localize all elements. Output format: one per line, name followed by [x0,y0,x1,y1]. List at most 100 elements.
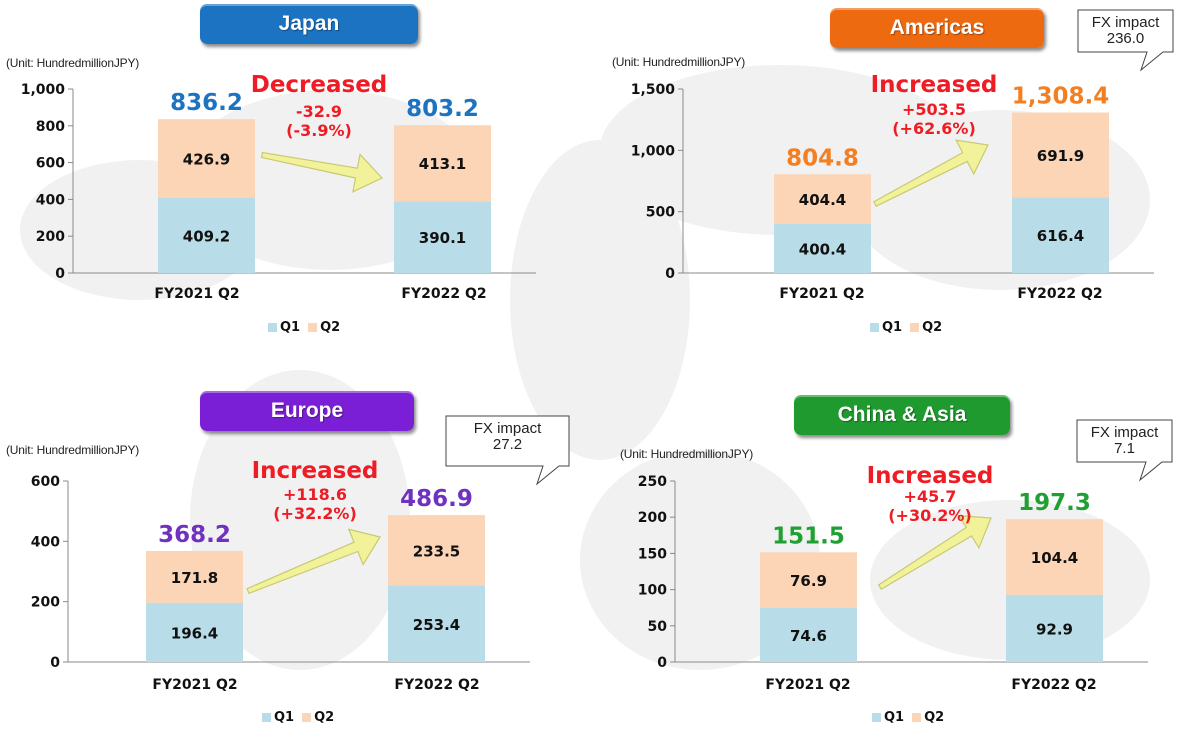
bar-value-label: 616.4 [1037,227,1084,245]
bar-value-label: 104.4 [1031,549,1078,567]
bar-value-label: 691.9 [1037,147,1084,165]
bar-value-label: 171.8 [171,569,218,587]
y-tick-label: 0 [50,655,60,671]
legend-swatch [912,713,922,722]
chart-panel-americas: 0 500 1,000 1,500 400.4 404.4 804.8 FY2021 Q2 61… [596,0,1192,364]
change-amount: +503.5 [901,100,967,119]
fx-impact-label: FX impact [1090,424,1159,441]
y-tick-label: 200 [31,595,60,611]
fx-impact-callout [1077,9,1174,72]
change-amount: -32.9 [295,102,343,121]
bar-total-label: 368.2 [158,522,231,548]
x-category-label: FY2022 Q2 [1011,677,1096,693]
unit-label: (Unit: HundredmillionJPY) [6,443,140,457]
fx-impact-text: FX impact 236.0 [1092,15,1160,47]
chart-svg: 0 200 400 600 196.4 171.8 368.2 FY2021 Q2 253.4 2… [31,415,570,693]
fx-impact-value: 7.1 [1114,440,1135,457]
unit-label: (Unit: HundredmillionJPY) [620,447,754,461]
legend-label: Q2 [314,710,335,725]
legend-item-q2: Q2 [912,710,944,725]
change-direction-label: Increased [870,72,998,98]
region-title-button: China & Asia [794,395,1010,435]
bar-segment-q2 [146,550,243,603]
legend-label: Q1 [274,710,295,725]
legend-label: Q1 [884,710,905,725]
fx-impact-value: 27.2 [492,436,523,453]
chart-svg: 0 50 100 150 200 250 74.6 76.9 151.5 FY2021 Q2 92.… [638,419,1173,693]
bar-segment-q2 [394,125,491,202]
y-tick-label: 0 [55,266,65,282]
chart-legend: Q1 Q2 [870,320,950,335]
bar-total-label: 151.5 [772,523,845,549]
legend-swatch [308,323,318,332]
bar-value-label: 92.9 [1036,620,1073,638]
change-arrow [877,514,992,590]
chart-legend: Q1 Q2 [262,710,342,725]
bar-value-label: 409.2 [183,227,230,245]
legend-item-q1: Q1 [262,710,294,725]
fx-impact-callout [445,415,570,486]
chart-svg: 0 200 400 600 800 1,000 409.2 426.9 836.2 FY2021 … [21,82,536,302]
bar-value-label: 404.4 [799,191,846,209]
bar-segment-q2 [388,515,485,586]
bar-value-label: 390.1 [419,229,466,247]
legend-item-q2: Q2 [308,320,340,335]
change-amount-label: +118.6 (+32.2%) [273,485,357,523]
change-percent: (+62.6%) [892,119,976,138]
bar-segment-q1 [760,607,857,662]
y-tick-label: 400 [31,534,60,550]
y-tick-label: 0 [657,655,667,671]
change-percent: (+30.2%) [888,506,972,525]
chart-panel-china-asia: 0 50 100 150 200 250 74.6 76.9 151.5 FY2021 Q2 92.… [596,365,1192,729]
x-category-label: FY2022 Q2 [1017,286,1102,302]
y-tick-label: 1,000 [631,143,676,159]
y-tick-label: 150 [638,546,667,562]
chart-panel-japan: 0 200 400 600 800 1,000 409.2 426.9 836.2 FY2021 … [0,0,596,364]
x-category-label: FY2021 Q2 [765,677,850,693]
bar-value-label: 233.5 [413,542,460,560]
bar-value-label: 426.9 [183,150,230,168]
bar-value-label: 400.4 [799,240,846,258]
bar-segment-q1 [394,201,491,273]
bar-segment-q1 [1006,594,1103,662]
bar-value-label: 413.1 [419,155,466,173]
legend-item-q1: Q1 [872,710,904,725]
x-category-label: FY2021 Q2 [779,286,864,302]
legend-swatch [910,323,920,332]
fx-impact-callout [1076,419,1173,482]
unit-label: (Unit: HundredmillionJPY) [612,55,746,69]
chart-panel-europe: 0 200 400 600 196.4 171.8 368.2 FY2021 Q2 253.4 2… [0,365,596,729]
x-category-label: FY2021 Q2 [154,286,239,302]
change-arrow [246,528,381,595]
region-title-button: Europe [200,391,414,431]
y-tick-label: 600 [36,156,65,172]
change-direction-label: Decreased [250,72,388,98]
legend-swatch [268,323,277,332]
legend-label: Q2 [922,320,943,335]
bar-total-label: 836.2 [170,90,243,116]
fx-impact-text: FX impact 27.2 [474,421,542,453]
unit-label: (Unit: HundredmillionJPY) [6,56,140,70]
x-category-label: FY2021 Q2 [152,677,237,693]
chart-svg: 0 500 1,000 1,500 400.4 404.4 804.8 FY2021 Q2 61… [631,9,1174,302]
bar-total-label: 803.2 [406,96,479,122]
bar-value-label: 253.4 [413,616,460,634]
y-tick-label: 600 [31,474,60,490]
y-tick-label: 800 [36,119,65,135]
change-direction-label: Increased [866,463,994,489]
change-amount: +118.6 [282,485,348,504]
bar-segment-q2 [1012,112,1109,198]
bar-value-label: 196.4 [171,624,218,642]
legend-swatch [870,323,879,332]
bar-total-label: 197.3 [1018,490,1091,516]
y-tick-label: 200 [36,229,65,245]
y-tick-label: 1,000 [21,82,66,98]
chart-legend: Q1 Q2 [268,320,348,335]
legend-swatch [302,713,312,722]
bar-total-label: 804.8 [786,145,859,171]
change-percent: (-3.9%) [286,121,352,140]
bar-segment-q1 [774,223,871,273]
bar-segment-q1 [388,585,485,662]
region-title-button: Americas [830,8,1044,48]
y-tick-label: 0 [665,266,675,282]
